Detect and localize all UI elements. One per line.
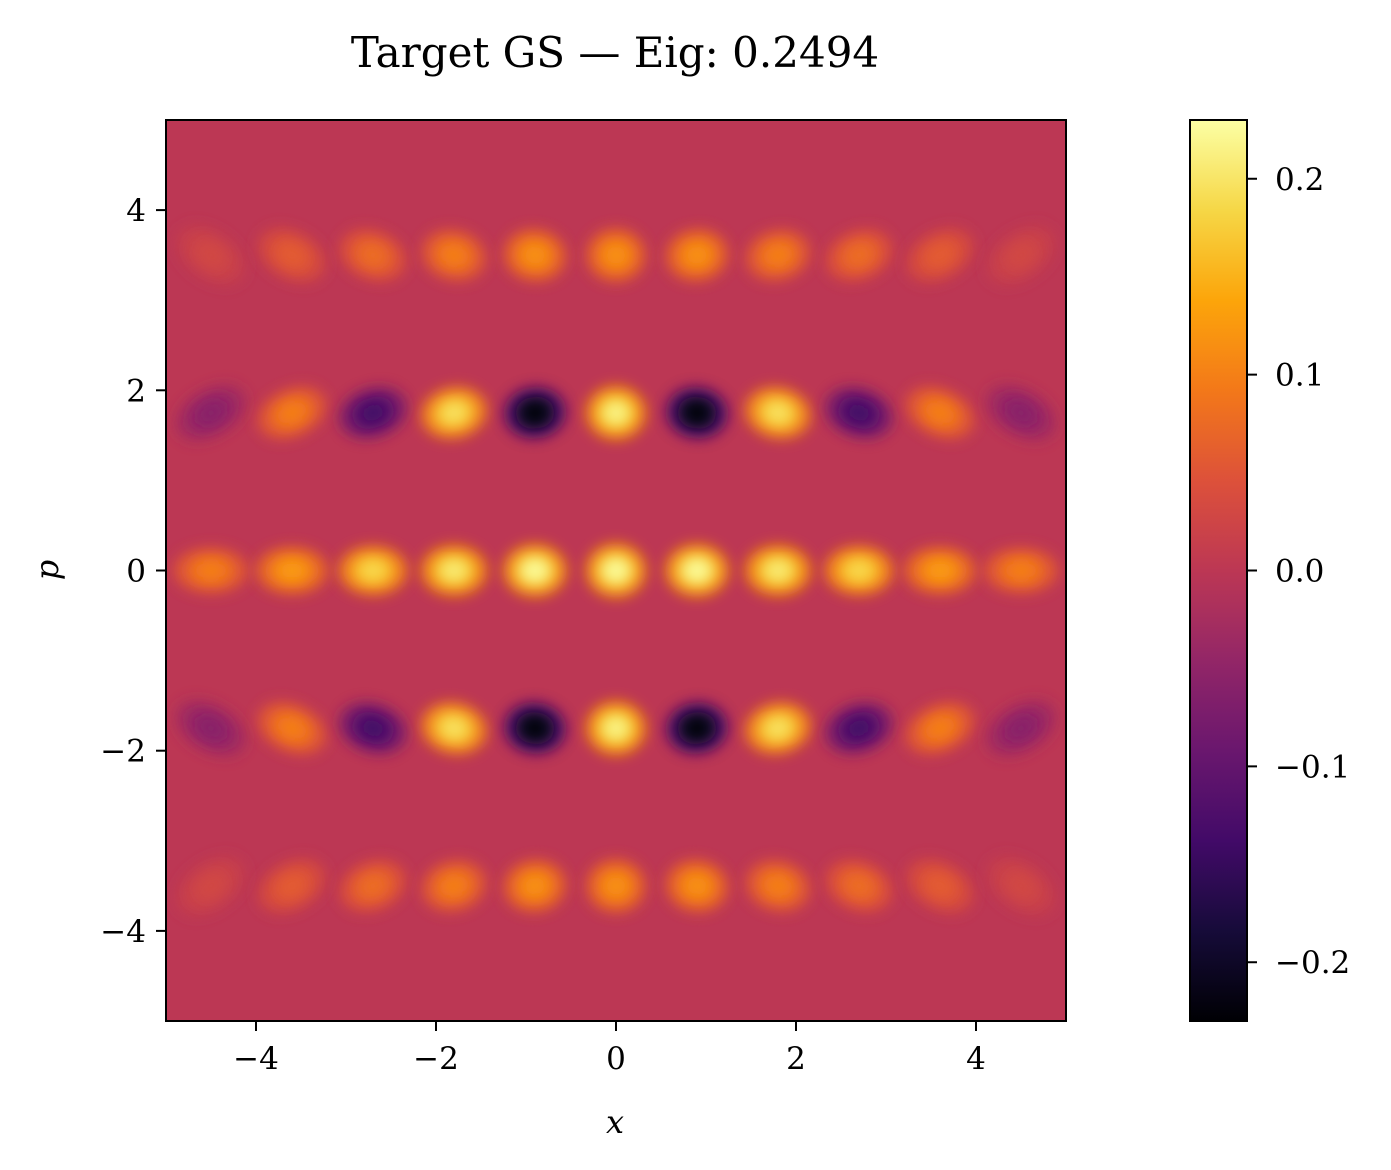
heatmap-blob [176,385,246,441]
heatmap-blob [825,859,893,913]
heatmap-blob [503,544,567,597]
heatmap-blob [503,701,567,755]
heatmap-blob [745,702,811,754]
heatmap-blob [983,547,1059,594]
heatmap-blob [173,547,249,594]
heatmap-blob [339,859,407,913]
heatmap-blob [987,226,1055,285]
heatmap-blob [744,545,812,596]
colorbar-tick-label: −0.2 [1275,945,1350,981]
heatmap-blob [903,546,977,595]
heatmap-blob [421,387,487,439]
colorbar-gradient [1189,119,1248,1022]
colorbar-tick-label: −0.1 [1275,749,1350,785]
y-tick-label: −4 [100,914,146,950]
heatmap-blob [420,545,488,596]
heatmap-blob [586,701,646,756]
heatmap-blob [986,385,1056,441]
heatmap-blob [745,387,811,439]
heatmap-blob [905,858,975,913]
heatmap-blob [503,386,567,440]
heatmap-blob [987,857,1055,915]
heatmap-blob [825,702,893,754]
x-tick-label: −4 [233,1041,279,1077]
colorbar-tick-label: 0.2 [1275,162,1324,198]
heatmap-blob [905,228,975,283]
x-tick-label: −2 [413,1041,459,1077]
y-tick-label: 4 [126,193,146,229]
heatmap-plot-area [165,119,1067,1022]
y-axis-label: p [28,560,66,580]
heatmap-blob [339,387,407,439]
heatmap-blob [421,229,487,282]
y-axis: −4 −2 0 2 4 [100,193,166,950]
heatmap-blob [665,859,729,913]
heatmap-blob [586,385,646,440]
heatmap-blob [503,859,567,913]
x-axis: −4 −2 0 2 4 [233,1021,986,1077]
heatmap-blob [665,386,729,440]
heatmap-blob [825,387,893,439]
y-tick-label: 2 [126,373,146,409]
heatmap-blob [257,858,327,913]
heatmap-blob [586,858,646,913]
colorbar-tick-label: 0.0 [1275,554,1324,590]
y-tick-label: −2 [100,734,146,770]
heatmap-blob [338,545,408,596]
heatmap-blob [177,857,245,915]
x-axis-label: x [606,1103,624,1141]
heatmap-blob [824,545,894,596]
heatmap-blob [255,546,329,595]
heatmap-blob [905,701,975,755]
heatmap-blobs [173,226,1059,915]
heatmap-blob [339,702,407,754]
heatmap-blob [586,543,646,598]
heatmap-blob [257,228,327,283]
heatmap-blob [665,701,729,755]
heatmap-blob [339,229,407,282]
chart-title: Target GS — Eig: 0.2494 [351,28,879,77]
x-tick-label: 4 [966,1041,986,1077]
y-tick-label: 0 [126,554,146,590]
colorbar: 0.2 0.1 0.0 −0.1 −0.2 [1189,119,1350,1022]
heatmap-blob [665,544,729,597]
heatmap-blob [745,859,811,912]
x-tick-label: 2 [786,1041,806,1077]
heatmap-blob [177,226,245,285]
colorbar-tick-label: 0.1 [1275,358,1324,394]
heatmap-blob [421,702,487,754]
heatmap-blob [257,386,327,440]
heatmap-blob [745,229,811,282]
heatmap-blob [257,701,327,755]
heatmap-blob [905,386,975,440]
heatmap-blob [421,859,487,912]
heatmap-blob [176,700,246,756]
heatmap-blob [986,700,1056,756]
heatmap-blob [503,228,567,282]
x-tick-label: 0 [606,1041,626,1077]
heatmap-blob [825,229,893,282]
heatmap-blob [586,228,646,283]
heatmap-blob [665,228,729,282]
